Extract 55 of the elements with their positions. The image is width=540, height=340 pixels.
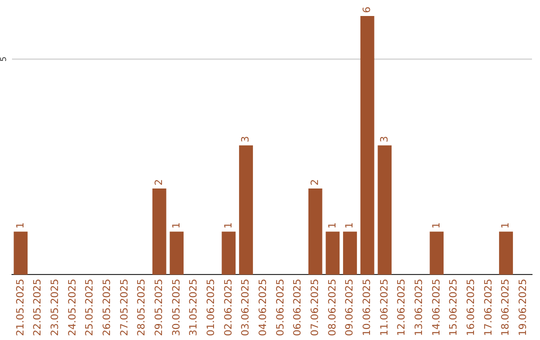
ref-line-label: 5 bbox=[0, 56, 8, 62]
x-tick-label: 13.06.2025 bbox=[414, 278, 425, 336]
x-tick-label: 15.06.2025 bbox=[448, 278, 460, 336]
data-label: 2 bbox=[154, 179, 165, 186]
data-label: 6 bbox=[362, 6, 373, 13]
data-label: 1 bbox=[223, 222, 234, 229]
bar bbox=[222, 232, 236, 275]
x-tick-label: 02.06.2025 bbox=[223, 278, 234, 336]
x-tick-label: 25.05.2025 bbox=[84, 278, 96, 336]
x-tick-label: 18.06.2025 bbox=[500, 278, 512, 336]
x-tick-label: 03.06.2025 bbox=[240, 278, 252, 336]
data-label: 3 bbox=[379, 136, 390, 142]
x-tick-label: 16.06.2025 bbox=[466, 278, 477, 336]
bar bbox=[326, 232, 340, 275]
bar bbox=[152, 188, 166, 275]
x-tick-label: 07.06.2025 bbox=[310, 278, 321, 336]
x-tick-label: 17.06.2025 bbox=[483, 278, 494, 336]
bar bbox=[14, 232, 28, 275]
x-tick-label: 21.05.2025 bbox=[15, 278, 26, 336]
x-tick-label: 28.05.2025 bbox=[136, 278, 148, 336]
x-tick-label: 01.06.2025 bbox=[206, 278, 217, 336]
x-tick-label: 24.05.2025 bbox=[67, 278, 78, 336]
data-label: 1 bbox=[344, 222, 356, 229]
data-label: 1 bbox=[15, 222, 26, 229]
x-tick-label: 27.05.2025 bbox=[119, 278, 130, 336]
bar bbox=[360, 16, 374, 275]
x-tick-label: 06.06.2025 bbox=[292, 278, 304, 336]
bar bbox=[499, 232, 513, 275]
data-label: 1 bbox=[431, 222, 442, 229]
x-tick-label: 19.06.2025 bbox=[518, 278, 529, 336]
data-label: 1 bbox=[327, 222, 338, 229]
x-tick-label: 14.06.2025 bbox=[431, 278, 442, 336]
x-tick-label: 23.05.2025 bbox=[50, 278, 61, 336]
x-tick-label: 26.05.2025 bbox=[102, 278, 113, 336]
data-label: 1 bbox=[500, 222, 512, 229]
x-tick-label: 10.06.2025 bbox=[362, 278, 373, 336]
bar bbox=[170, 232, 184, 275]
x-tick-label: 05.06.2025 bbox=[275, 278, 286, 336]
bar bbox=[378, 145, 392, 275]
data-label: 2 bbox=[310, 179, 321, 186]
x-tick-label: 09.06.2025 bbox=[344, 278, 356, 336]
x-tick-label: 08.06.2025 bbox=[327, 278, 338, 336]
bar bbox=[308, 188, 322, 275]
bar bbox=[239, 145, 253, 275]
x-tick-label: 29.05.2025 bbox=[154, 278, 165, 336]
bar bbox=[343, 232, 357, 275]
x-tick-label: 11.06.2025 bbox=[379, 278, 390, 336]
data-label: 1 bbox=[171, 222, 182, 229]
x-tick-label: 31.05.2025 bbox=[188, 278, 200, 336]
x-tick-label: 22.05.2025 bbox=[32, 278, 44, 336]
x-tick-label: 12.06.2025 bbox=[396, 278, 408, 336]
x-tick-label: 30.05.2025 bbox=[171, 278, 182, 336]
bar bbox=[430, 232, 444, 275]
data-label: 3 bbox=[240, 136, 252, 142]
x-tick-label: 04.06.2025 bbox=[258, 278, 269, 336]
